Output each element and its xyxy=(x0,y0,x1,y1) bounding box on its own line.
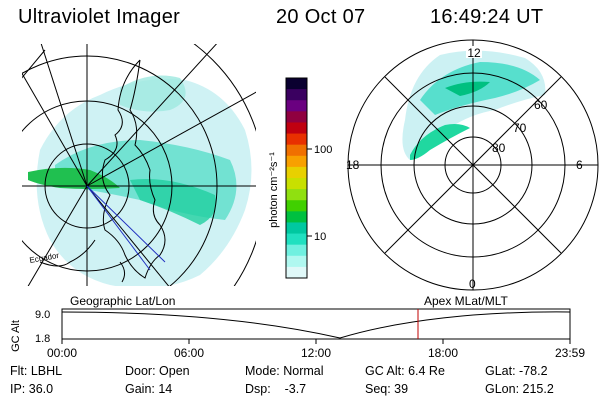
ytick-9: 9.0 xyxy=(35,309,50,321)
lat-label-80: 80 xyxy=(492,141,506,155)
caption-geographic: Geographic Lat/Lon xyxy=(70,294,175,308)
colorbar-swatch xyxy=(286,178,307,190)
xtick-2359: 23:59 xyxy=(555,346,585,360)
colorbar-swatch xyxy=(286,155,307,168)
mlt-label-18: 18 xyxy=(346,158,360,172)
colorbar-swatch xyxy=(286,122,307,135)
mlt-label-12: 12 xyxy=(467,46,481,60)
colorbar-swatch xyxy=(286,78,307,90)
colorbar-swatch xyxy=(286,133,307,146)
footer-seq: Seq: 39 xyxy=(365,382,409,396)
colorbar-swatch xyxy=(286,144,307,157)
date-label: 20 Oct 07 xyxy=(276,6,366,28)
colorbar-swatch xyxy=(286,211,307,223)
footer-gain: Gain: 14 xyxy=(125,382,173,396)
xtick-0000: 00:00 xyxy=(47,346,77,360)
colorbar-swatch xyxy=(286,266,307,279)
colorbar-swatch xyxy=(286,111,307,123)
color-scale-bar xyxy=(286,78,307,279)
xtick-0600: 06:00 xyxy=(174,346,204,360)
lat-label-70: 70 xyxy=(513,121,527,135)
xtick-1800: 18:00 xyxy=(428,346,458,360)
caption-apex: Apex MLat/MLT xyxy=(424,294,508,308)
footer-flt: Flt: LBHL xyxy=(10,364,63,378)
colorbar-swatch xyxy=(286,100,307,112)
altitude-timeline: GC Alt 9.0 1.8 Geographic Lat/Lon Apex M… xyxy=(10,294,585,360)
colorbar-tick-10: 10 xyxy=(314,231,326,243)
colorbar-tick-100: 100 xyxy=(314,144,332,156)
footer-gcalt: GC Alt: 6.4 Re xyxy=(365,364,445,378)
footer-dsp: Dsp: -3.7 xyxy=(245,382,307,396)
colorbar-swatch xyxy=(286,222,307,235)
colorbar-swatch xyxy=(286,200,307,212)
footer-glon: GLon: 215.2 xyxy=(485,382,554,396)
ytick-1.8: 1.8 xyxy=(35,333,50,345)
colorbar-swatch xyxy=(286,244,307,257)
colorbar-swatch xyxy=(286,89,307,101)
colorbar-swatch xyxy=(286,233,307,246)
colorbar-swatch xyxy=(286,255,307,268)
app-title: Ultraviolet Imager xyxy=(18,6,181,28)
mlt-label-6: 6 xyxy=(576,158,583,172)
lat-label-60: 60 xyxy=(534,98,548,112)
footer-door: Door: Open xyxy=(125,364,190,378)
left-geographic-map: Ecuador xyxy=(22,44,256,286)
coast-label: Ecuador xyxy=(29,251,60,265)
colorbar-swatch xyxy=(286,166,307,179)
footer-glat: GLat: -78.2 xyxy=(485,364,548,378)
right-mlt-map: 12 18 6 0 60 70 80 xyxy=(346,39,599,291)
colorbar-unit-label: photon cm⁻²s⁻¹ xyxy=(268,152,280,228)
footer-ip: IP: 36.0 xyxy=(10,382,54,396)
time-label: 16:49:24 UT xyxy=(430,6,544,28)
xtick-1200: 12:00 xyxy=(301,346,331,360)
mlt-label-0: 0 xyxy=(469,277,476,291)
timeline-axis-label: GC Alt xyxy=(10,320,22,352)
footer-mode: Mode: Normal xyxy=(245,364,324,378)
colorbar-swatch xyxy=(286,189,307,201)
